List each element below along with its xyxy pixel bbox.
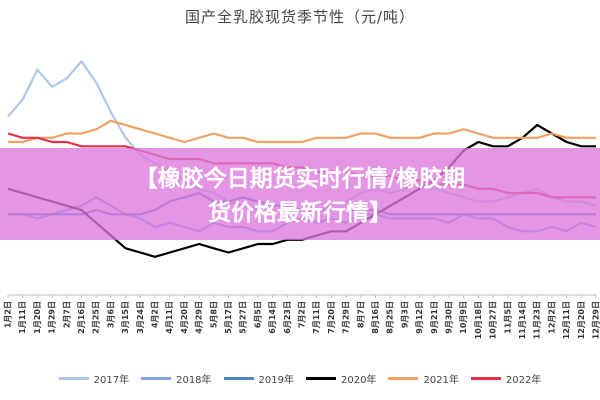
x-tick-label: 5月27日 [239, 301, 248, 334]
x-tick-label: 1月11日 [18, 301, 27, 334]
x-tick-label: 2月25日 [92, 301, 101, 334]
legend-item-5: 2021年 [388, 371, 459, 386]
x-tick-label: 6月14日 [268, 301, 277, 334]
x-tick-label: 9月3日 [400, 301, 409, 328]
x-tick-label: 8月16日 [371, 301, 380, 334]
x-tick-label: 5月8日 [209, 301, 218, 328]
legend-swatch [141, 376, 172, 380]
x-tick-label: 4月29日 [195, 301, 204, 334]
x-tick-label: 1月2日 [4, 301, 13, 328]
chart-title: 国产全乳胶现货季节性（元/吨） [184, 8, 416, 26]
x-tick-label: 10月9日 [459, 301, 468, 334]
x-tick-label: 11月14日 [518, 301, 527, 339]
legend-swatch [470, 376, 501, 380]
series-line-5 [8, 119, 596, 144]
x-tick-label: 6月5日 [253, 301, 262, 328]
x-tick-label: 9月21日 [430, 301, 439, 334]
x-tick-label: 1月29日 [48, 301, 57, 334]
chart-legend: 2017年 2018年 2019年 2020年 2021年 2022年 [0, 368, 600, 388]
x-tick-label: 5月17日 [224, 301, 233, 334]
x-tick-label: 7月2日 [298, 301, 307, 328]
x-tick-label: 12月2日 [547, 301, 556, 334]
x-tick-label: 4月11日 [165, 301, 174, 334]
legend-label: 2017年 [93, 374, 130, 386]
x-tick-label: 9月30日 [445, 301, 454, 334]
legend-swatch [306, 376, 336, 380]
x-tick-label: 3月15日 [121, 301, 130, 334]
x-tick-label: 3月24日 [136, 301, 145, 334]
legend-item-2: 2018年 [141, 371, 212, 386]
x-tick-label: 10月27日 [489, 301, 498, 339]
banner-headline-line-2[interactable]: 货价格最新行情】 [208, 200, 392, 226]
x-tick-label: 6月23日 [283, 301, 292, 334]
overlay-banner [0, 148, 600, 240]
x-tick-label: 11月23日 [533, 301, 542, 339]
legend-label: 2020年 [341, 374, 377, 386]
legend-label: 2022年 [505, 374, 542, 386]
x-tick-label: 8月7日 [356, 301, 365, 328]
legend-swatch [388, 376, 419, 380]
x-tick-label: 2月16日 [77, 301, 86, 334]
x-tick-label: 3月6日 [106, 301, 115, 328]
x-tick-label: 11月5日 [503, 301, 512, 334]
banner-headline-line-1[interactable]: 【橡胶今日期货实时行情/橡胶期 [134, 166, 466, 192]
legend-item-6: 2022年 [470, 371, 542, 386]
x-tick-label: 7月11日 [312, 301, 321, 334]
legend-swatch [223, 376, 254, 380]
legend-item-4: 2020年 [306, 371, 376, 386]
legend-item-1: 2017年 [58, 371, 130, 386]
legend-label: 2019年 [258, 374, 294, 386]
x-tick-label: 12月20日 [577, 301, 586, 339]
legend-swatch [58, 376, 89, 380]
x-tick-label: 4月20日 [180, 301, 189, 334]
x-tick-label: 12月11日 [562, 301, 571, 339]
x-tick-label: 7月20日 [327, 301, 336, 334]
x-tick-label: 9月12日 [415, 301, 424, 334]
x-tick-label: 2月7日 [62, 301, 71, 328]
x-tick-label: 12月29日 [592, 301, 600, 339]
x-tick-label: 7月29日 [342, 301, 351, 334]
legend-item-3: 2019年 [223, 371, 294, 386]
x-tick-label: 8月25日 [386, 301, 395, 334]
legend-label: 2018年 [176, 374, 212, 386]
x-tick-label: 4月2日 [151, 301, 160, 328]
x-tick-label: 1月20日 [33, 301, 42, 334]
legend-label: 2021年 [423, 374, 459, 386]
x-tick-label: 10月18日 [474, 301, 483, 339]
